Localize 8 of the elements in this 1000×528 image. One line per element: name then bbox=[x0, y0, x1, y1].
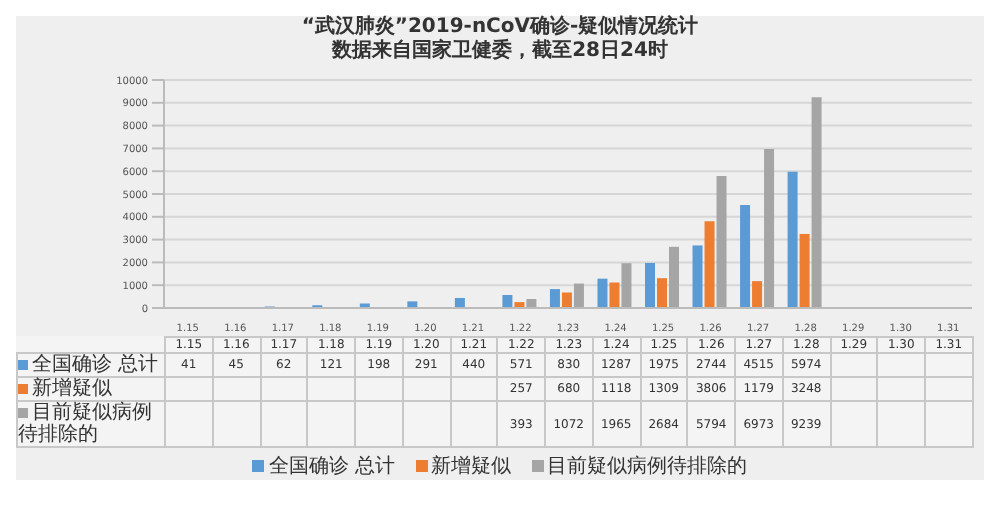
chart-title: “武汉肺炎”2019-nCoV确诊-疑似情况统计 bbox=[299, 16, 701, 38]
text: 全国确诊 总计 bbox=[268, 456, 396, 478]
legend-label: 目前疑似病例待排除的 bbox=[545, 453, 748, 480]
text: 新增疑似 bbox=[32, 378, 112, 400]
legend-label: 新增疑似 bbox=[429, 453, 512, 480]
chart-subtitle: 数据来自国家卫健委，截至28日24时 bbox=[329, 40, 670, 64]
legend-label: 全国确诊 总计 bbox=[17, 353, 165, 377]
text: 目前疑似病例待排除的 bbox=[18, 402, 152, 446]
